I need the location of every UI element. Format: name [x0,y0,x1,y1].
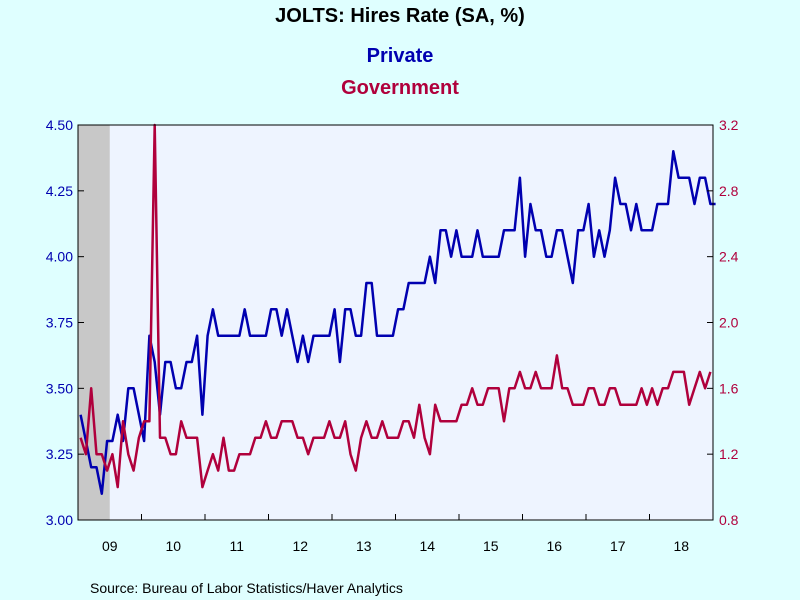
right-tick-label: 1.2 [719,446,739,462]
right-tick-label: 2.0 [719,315,739,331]
x-tick-label: 11 [229,538,244,554]
series-layer [79,123,716,495]
x-tick-label: 15 [483,538,499,554]
x-tick-label: 14 [419,538,435,554]
right-axis: 0.8 1.2 1.6 2.0 2.4 2.8 3.2 [707,117,739,528]
legend-government: Government [341,77,459,99]
left-tick-label: 3.00 [46,512,73,528]
x-tick-label: 18 [673,538,689,554]
x-axis: 09 10 11 12 13 14 15 16 17 18 [102,514,689,554]
right-tick-label: 1.6 [719,380,739,396]
series-line-private [79,150,716,495]
x-tick-label: 09 [102,538,118,554]
left-tick-label: 4.25 [46,183,73,199]
left-tick-label: 3.50 [46,380,73,396]
titles: JOLTS: Hires Rate (SA, %) Private Govern… [275,5,525,99]
series-line-government [79,123,712,489]
right-tick-label: 2.4 [719,249,739,265]
x-tick-label: 13 [356,538,372,554]
left-axis: 3.00 3.25 3.50 3.75 4.00 4.25 4.50 [46,117,84,528]
chart-title: JOLTS: Hires Rate (SA, %) [275,5,525,27]
right-tick-label: 2.8 [719,183,739,199]
right-tick-label: 0.8 [719,512,739,528]
x-tick-label: 10 [165,538,181,554]
x-tick-label: 12 [292,538,308,554]
left-tick-label: 3.75 [46,315,73,331]
right-tick-label: 3.2 [719,117,739,133]
x-tick-label: 17 [610,538,626,554]
source-note: Source: Bureau of Labor Statistics/Haver… [90,580,403,596]
legend-private: Private [367,45,434,67]
left-tick-label: 3.25 [46,446,73,462]
left-tick-label: 4.00 [46,249,73,265]
left-tick-label: 4.50 [46,117,73,133]
x-tick-label: 16 [546,538,562,554]
